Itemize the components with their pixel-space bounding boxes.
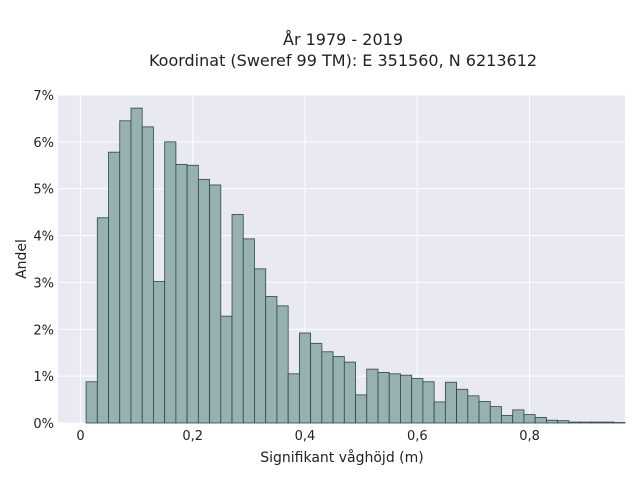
y-tick-label: 0% <box>33 417 54 432</box>
x-tick-label: 0,6 <box>407 429 428 444</box>
y-axis-ticks: 0% 1% 2% 3% 4% 5% 6% 7% <box>33 89 54 432</box>
histogram-bar <box>534 416 547 424</box>
y-tick-label: 7% <box>33 89 54 104</box>
histogram-bar <box>197 178 210 424</box>
chart-title-line-2: Koordinat (Sweref 99 TM): E 351560, N 62… <box>149 51 537 70</box>
histogram-bar <box>355 394 368 424</box>
histogram-bar <box>265 296 278 424</box>
histogram-bar <box>287 373 300 424</box>
x-tick-label: 0,8 <box>519 429 540 444</box>
histogram-bar <box>164 141 177 424</box>
histogram-bar <box>590 421 603 424</box>
histogram-bar <box>310 342 323 424</box>
histogram-bar <box>579 421 592 424</box>
y-tick-label: 3% <box>33 276 54 291</box>
histogram-bar <box>119 120 132 424</box>
histogram-bar <box>489 406 502 424</box>
y-tick-label: 6% <box>33 136 54 151</box>
histogram-bar <box>512 409 525 424</box>
x-tick-label: 0,2 <box>182 429 203 444</box>
histogram-bar <box>388 373 401 424</box>
histogram-bar <box>298 332 312 424</box>
histogram-bar <box>186 164 199 424</box>
histogram-bar <box>242 238 255 424</box>
histogram-bar <box>96 217 109 424</box>
histogram-bar <box>523 414 536 424</box>
histogram-bar <box>332 356 345 424</box>
histogram-bar <box>231 214 244 424</box>
histogram-bar <box>254 268 267 424</box>
histogram-bar <box>467 395 480 424</box>
histogram-bars <box>85 107 626 424</box>
y-tick-label: 5% <box>33 183 54 198</box>
histogram-bar <box>343 361 356 424</box>
histogram-bar <box>209 184 222 424</box>
histogram-bar <box>568 421 581 424</box>
histogram-bar <box>130 107 143 424</box>
y-tick-label: 1% <box>33 370 54 385</box>
histogram-bar <box>321 351 334 424</box>
x-axis-label: Signifikant våghöjd (m) <box>260 449 423 466</box>
histogram-bar <box>400 374 413 424</box>
y-axis-label: Andel <box>14 239 30 279</box>
histogram-bar <box>276 305 289 424</box>
histogram-bar <box>377 371 390 424</box>
x-tick-label: 0 <box>76 429 84 444</box>
histogram-bar <box>153 281 166 424</box>
histogram-bar <box>557 420 570 424</box>
histogram-bar <box>220 315 233 424</box>
histogram-bar <box>602 421 615 424</box>
histogram-bar <box>433 401 446 424</box>
histogram-bar <box>141 126 154 424</box>
y-tick-label: 2% <box>33 323 54 338</box>
histogram-bar <box>444 381 457 424</box>
histogram-bar <box>366 368 379 424</box>
histogram-bar <box>501 415 514 424</box>
histogram-bar <box>85 381 98 424</box>
histogram-bar <box>456 388 469 424</box>
y-tick-label: 4% <box>33 230 54 245</box>
histogram-bar <box>422 381 435 424</box>
x-tick-label: 0,4 <box>295 429 316 444</box>
histogram-bar <box>546 419 559 424</box>
histogram-bar <box>108 151 121 424</box>
histogram-bar <box>478 401 491 424</box>
histogram-bar <box>175 163 188 424</box>
x-axis-ticks: 0 0,2 0,4 0,6 0,8 <box>76 429 540 444</box>
histogram-bar <box>411 378 424 424</box>
chart-title-line-1: År 1979 - 2019 <box>283 30 403 49</box>
